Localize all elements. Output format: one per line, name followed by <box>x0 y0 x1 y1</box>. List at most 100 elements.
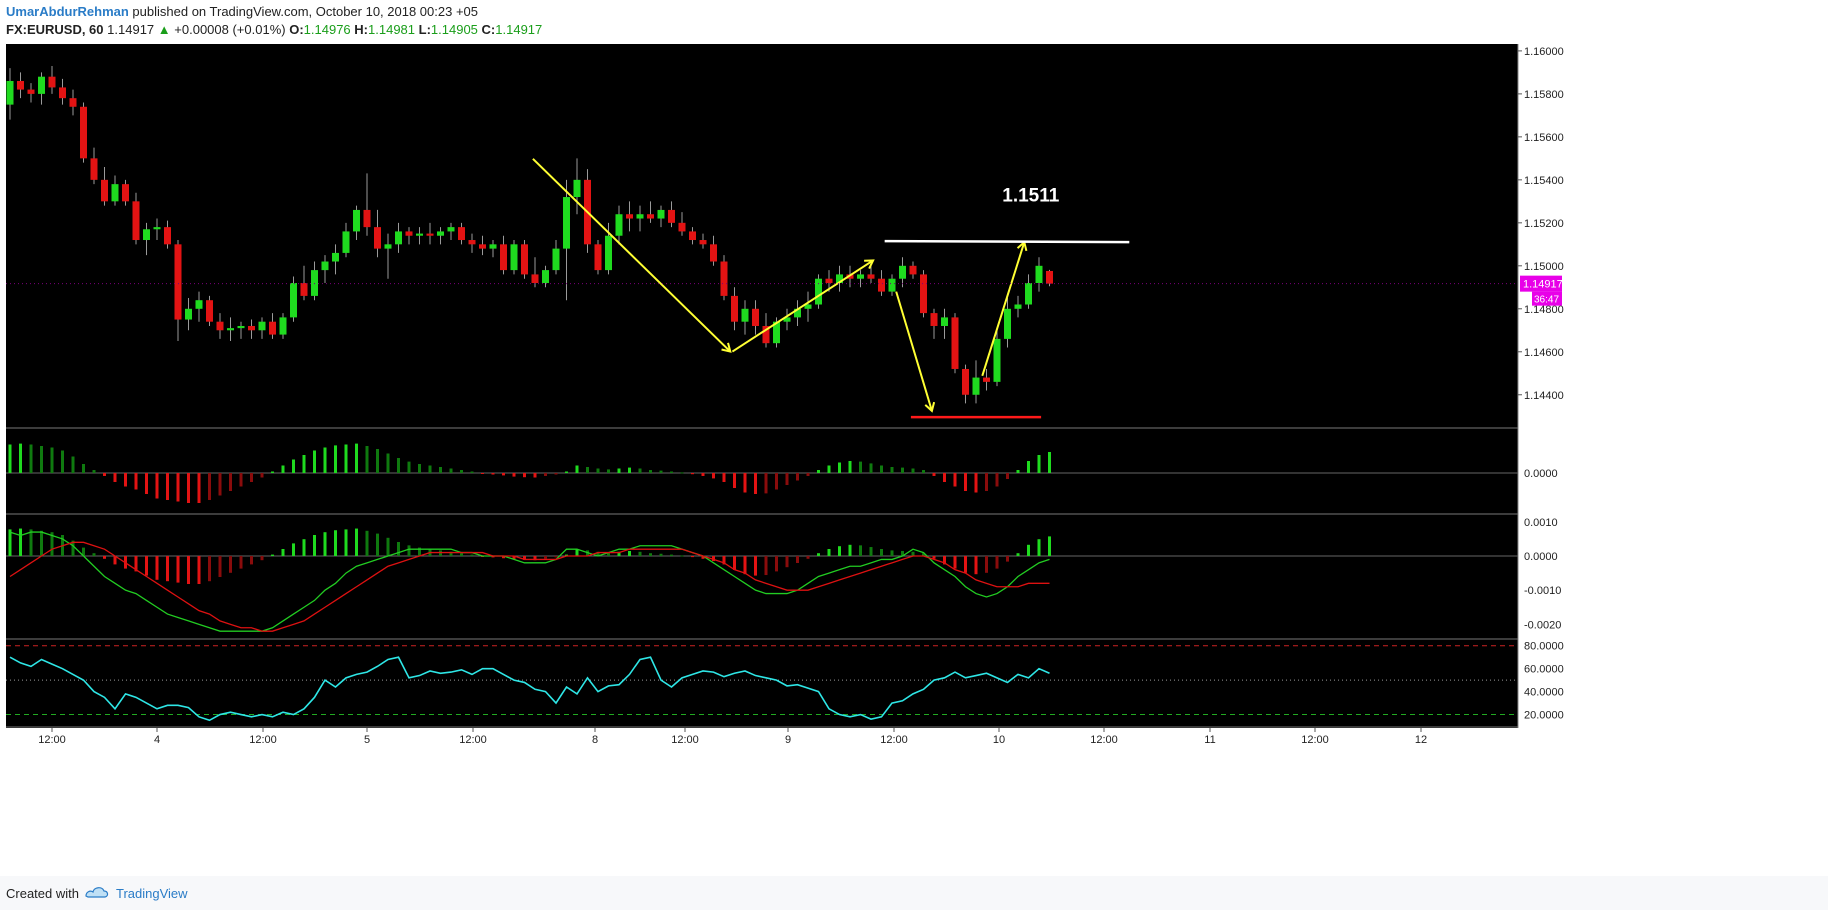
macd-histogram-bar <box>722 556 726 565</box>
candle-body <box>573 179 581 198</box>
candle-body <box>752 308 759 326</box>
time-tick-label: 12:00 <box>38 734 66 746</box>
macd-histogram-bar <box>218 556 222 577</box>
macd-histogram-bar <box>1037 539 1041 556</box>
candle-body <box>500 244 507 271</box>
macd-histogram-bar <box>838 546 841 556</box>
candle-body <box>510 244 518 271</box>
macd-histogram-bar <box>670 554 673 556</box>
histogram-bar <box>113 473 117 482</box>
histogram-bar <box>827 465 831 473</box>
histogram-bar <box>880 465 883 473</box>
rsi-tick-label: 40.0000 <box>1524 687 1564 699</box>
annotation-up-leg <box>731 259 874 353</box>
histogram-bar <box>229 473 232 491</box>
time-tick-label: 10 <box>993 734 1005 746</box>
tradingview-brand-link[interactable]: TradingView <box>116 886 188 901</box>
macd-histogram-bar <box>344 529 348 556</box>
chart-area[interactable]: 1.16000 1.15800 1.15600 1.15400 1.15200 1.150… <box>0 44 1828 876</box>
macd-histogram-bar <box>197 556 201 584</box>
ohlc-legend: FX:EURUSD, 60 1.14917 ▲ +0.00008 (+0.01%… <box>6 22 542 37</box>
time-tick-label: 12 <box>1415 734 1427 746</box>
time-tick-label: 11 <box>1204 734 1215 746</box>
candle-body <box>174 244 182 320</box>
histogram-bar <box>50 447 54 473</box>
macd-tick-label: -0.0020 <box>1524 619 1561 631</box>
annotation-arrowhead <box>864 259 875 269</box>
candle-body <box>69 98 77 107</box>
price-tick-label: 1.14600 <box>1524 347 1564 359</box>
macd-histogram-bar <box>596 551 600 556</box>
candle-body <box>248 325 255 331</box>
histogram-bar <box>565 471 568 473</box>
macd-histogram-bar <box>334 530 337 556</box>
candle-body <box>867 274 875 279</box>
macd-histogram-bar <box>754 556 757 576</box>
histogram-bar <box>187 473 190 503</box>
candle-body <box>720 261 728 296</box>
candle-body <box>951 317 959 369</box>
macd-histogram-bar <box>533 556 537 561</box>
histogram-bar <box>334 445 337 473</box>
candle-body <box>143 229 150 241</box>
macd-histogram-bar <box>40 530 43 556</box>
created-with-text: Created with <box>6 886 79 901</box>
histogram-bar <box>481 473 484 474</box>
histogram-bar <box>638 468 642 473</box>
macd-histogram-bar <box>229 556 232 573</box>
histogram-bar <box>670 471 673 473</box>
candle-body <box>668 209 675 223</box>
macd-histogram-bar <box>638 551 642 556</box>
time-tick-label: 5 <box>364 734 370 746</box>
annotation-target-leg <box>981 241 1026 377</box>
histogram-bar <box>901 467 904 473</box>
candle-body <box>164 227 171 245</box>
candle-body <box>552 248 560 271</box>
time-tick-label: 12:00 <box>249 734 277 746</box>
histogram-bar <box>974 473 978 493</box>
candle-body <box>489 244 497 249</box>
candle-body <box>101 179 108 202</box>
price-tick-label: 1.14400 <box>1524 390 1564 402</box>
candle-body <box>983 377 990 382</box>
histogram-bar <box>166 473 169 500</box>
histogram-bar <box>61 450 64 473</box>
candle-body <box>815 278 822 305</box>
candle-body <box>647 214 654 219</box>
macd-histogram-bar <box>418 547 421 556</box>
candle-body <box>269 321 276 335</box>
macd-histogram-bar <box>71 540 75 556</box>
histogram-bar <box>995 473 999 487</box>
histogram-bar <box>586 467 589 473</box>
histogram-bar <box>218 473 222 496</box>
histogram-bar <box>439 467 442 473</box>
chart-svg[interactable]: 1.16000 1.15800 1.15600 1.15400 1.15200 1.150… <box>0 44 1828 876</box>
histogram-bar <box>449 468 453 473</box>
author-link[interactable]: UmarAbdurRehman <box>6 4 129 19</box>
histogram-tick-label: 0.0000 <box>1524 468 1558 480</box>
histogram-bar <box>575 465 579 473</box>
macd-histogram-bar <box>460 553 463 556</box>
macd-histogram-bar <box>113 556 117 565</box>
histogram-bar <box>1006 473 1009 479</box>
macd-histogram-bar <box>145 556 148 576</box>
candle-body <box>563 197 570 249</box>
macd-histogram-bar <box>1048 536 1051 556</box>
macd-histogram-bar <box>827 549 831 556</box>
countdown-badge <box>1532 291 1562 306</box>
histogram-bar <box>460 470 463 473</box>
macd-histogram-bar <box>943 556 946 565</box>
histogram-bar <box>911 468 915 473</box>
time-tick-label: 12:00 <box>671 734 699 746</box>
histogram-bar <box>964 473 967 491</box>
candle-body <box>59 87 66 99</box>
candle-body <box>626 214 633 219</box>
histogram-bar <box>376 449 379 473</box>
macd-histogram-bar <box>302 539 306 556</box>
histogram-bar <box>8 444 12 473</box>
candle-body <box>521 244 528 275</box>
tradingview-logo-icon[interactable] <box>84 884 110 900</box>
histogram-bar <box>544 473 547 476</box>
macd-histogram-bar <box>166 556 169 582</box>
candle-body <box>279 317 287 335</box>
